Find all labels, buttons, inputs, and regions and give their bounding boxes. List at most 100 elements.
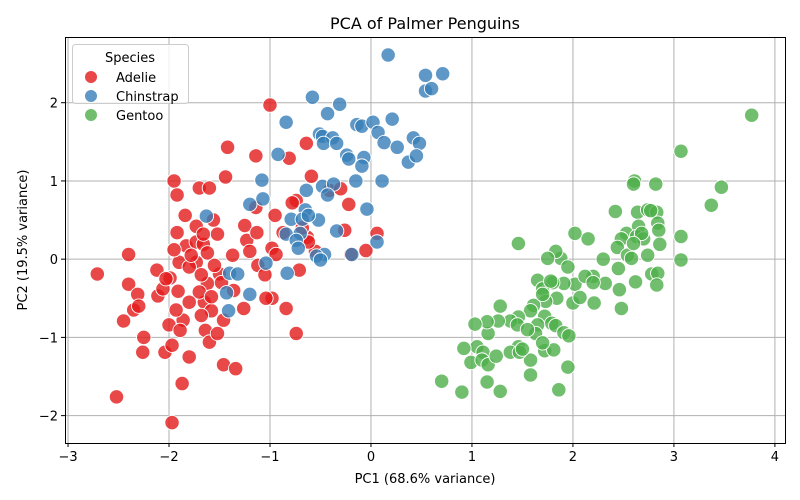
data-point-gentoo — [510, 235, 527, 252]
data-point-chinstrap — [242, 286, 258, 303]
data-point-gentoo — [673, 143, 689, 159]
data-point-adelie — [228, 361, 244, 377]
data-point-gentoo — [609, 239, 626, 256]
data-point-adelie — [203, 289, 220, 305]
data-point-chinstrap — [279, 265, 295, 281]
data-point-adelie — [209, 226, 226, 242]
data-point-gentoo — [703, 197, 719, 213]
data-point-gentoo — [595, 251, 611, 267]
data-point-adelie — [199, 245, 216, 261]
data-point-adelie — [236, 300, 252, 317]
ticks: −3 −2 −1 0 1 2 3 4 −2 −1 0 1 2 — [39, 97, 779, 465]
legend-label-gentoo: Gentoo — [116, 109, 163, 124]
data-point-gentoo — [651, 222, 667, 238]
data-point-adelie — [89, 266, 105, 282]
data-point-gentoo — [572, 289, 588, 306]
data-point-chinstrap — [230, 266, 246, 282]
data-point-adelie — [298, 135, 314, 152]
x-tick-label: 1 — [468, 450, 476, 465]
data-point-gentoo — [479, 374, 495, 390]
data-point-adelie — [131, 298, 147, 314]
data-point-chinstrap — [332, 96, 348, 112]
data-point-gentoo — [551, 382, 567, 398]
x-tick-label: 4 — [771, 450, 779, 465]
data-point-gentoo — [488, 348, 504, 364]
data-point-chinstrap — [298, 182, 314, 198]
data-point-adelie — [108, 389, 125, 405]
data-point-adelie — [278, 300, 294, 317]
data-point-adelie — [288, 325, 304, 342]
legend-box — [72, 44, 189, 104]
data-point-chinstrap — [328, 223, 345, 239]
data-point-chinstrap — [374, 173, 390, 189]
data-point-adelie — [183, 247, 199, 263]
legend: Species Adelie Chinstrap Gentoo — [72, 44, 189, 124]
data-point-chinstrap — [380, 47, 396, 63]
legend-marker-adelie — [84, 70, 98, 84]
data-point-adelie — [267, 207, 283, 224]
series-gentoo — [434, 107, 760, 400]
data-point-chinstrap — [435, 66, 451, 82]
data-point-gentoo — [492, 383, 508, 400]
data-point-gentoo — [640, 247, 656, 263]
points-layer — [89, 47, 760, 431]
data-point-chinstrap — [270, 146, 286, 162]
data-point-chinstrap — [389, 139, 405, 155]
data-point-adelie — [224, 247, 241, 263]
data-point-adelie — [164, 415, 180, 431]
data-point-gentoo — [492, 298, 508, 314]
data-point-adelie — [174, 375, 190, 392]
data-point-gentoo — [625, 235, 642, 252]
data-point-chinstrap — [300, 207, 317, 224]
data-point-gentoo — [567, 225, 583, 242]
data-point-gentoo — [540, 250, 556, 267]
y-tick-label: −2 — [39, 410, 58, 425]
data-point-adelie — [248, 148, 264, 164]
data-point-adelie — [341, 196, 357, 213]
data-point-gentoo — [673, 228, 689, 245]
data-point-gentoo — [467, 316, 483, 332]
legend-title: Species — [105, 51, 155, 66]
data-point-gentoo — [519, 321, 536, 338]
data-point-gentoo — [625, 176, 642, 192]
data-point-adelie — [358, 242, 374, 259]
data-point-chinstrap — [384, 111, 400, 127]
legend-label-adelie: Adelie — [116, 71, 156, 86]
legend-label-chinstrap: Chinstrap — [116, 90, 179, 105]
data-point-gentoo — [514, 341, 531, 357]
data-point-chinstrap — [328, 135, 345, 152]
data-point-chinstrap — [369, 234, 385, 250]
data-point-gentoo — [623, 250, 640, 267]
data-point-adelie — [135, 344, 151, 360]
data-point-chinstrap — [359, 201, 375, 217]
data-point-adelie — [217, 169, 234, 185]
data-point-gentoo — [456, 340, 472, 356]
data-point-adelie — [169, 187, 185, 203]
data-point-adelie — [193, 307, 209, 324]
data-point-chinstrap — [290, 240, 306, 256]
data-point-gentoo — [744, 107, 760, 123]
data-point-gentoo — [627, 274, 644, 290]
y-tick-label: 1 — [50, 175, 58, 190]
data-point-gentoo — [522, 303, 539, 319]
data-point-chinstrap — [218, 285, 235, 301]
data-point-gentoo — [713, 179, 730, 195]
y-tick-label: 2 — [50, 97, 58, 112]
data-point-chinstrap — [255, 191, 271, 207]
data-point-gentoo — [546, 342, 562, 358]
data-point-chinstrap — [348, 173, 364, 189]
data-point-adelie — [166, 173, 182, 189]
data-point-adelie — [172, 322, 188, 339]
data-point-adelie — [120, 276, 137, 292]
x-tick-label: −2 — [159, 450, 178, 465]
data-point-gentoo — [534, 286, 551, 303]
data-point-adelie — [284, 195, 300, 211]
data-point-gentoo — [522, 352, 539, 368]
data-point-adelie — [120, 246, 137, 263]
data-point-chinstrap — [423, 80, 440, 97]
data-point-adelie — [164, 337, 180, 353]
data-point-gentoo — [522, 367, 539, 383]
data-point-chinstrap — [198, 208, 215, 224]
data-point-adelie — [181, 294, 197, 310]
data-point-gentoo — [649, 277, 665, 293]
